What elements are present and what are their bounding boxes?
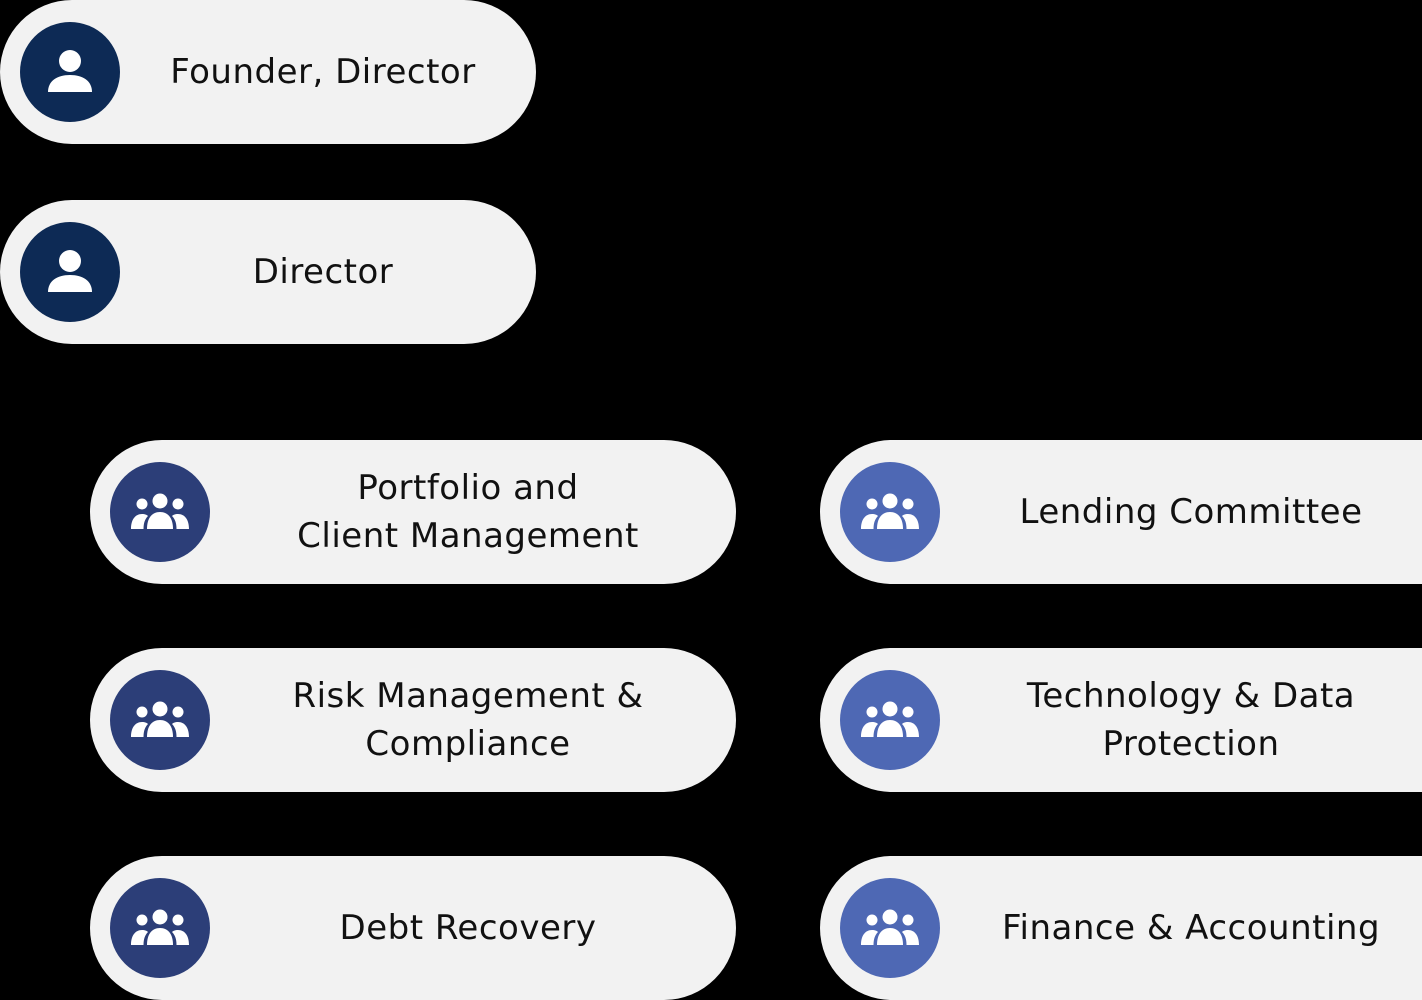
person-icon xyxy=(48,50,92,92)
person-icon-badge xyxy=(20,22,120,122)
group-icon xyxy=(131,493,189,529)
group-icon-badge xyxy=(110,878,210,978)
node-founder-director: Founder, Director xyxy=(0,0,536,144)
node-label: Finance & Accounting xyxy=(1001,908,1381,948)
node-debt-recovery: Debt Recovery xyxy=(90,856,736,1000)
group-icon xyxy=(131,909,189,945)
group-icon xyxy=(861,909,919,945)
group-icon-badge xyxy=(840,670,940,770)
node-label: Founder, Director xyxy=(170,52,476,92)
node-label: Risk Management & Compliance xyxy=(292,676,644,764)
node-director: Director xyxy=(0,200,536,344)
group-icon-badge xyxy=(840,462,940,562)
node-portfolio-client-management: Portfolio and Client Management xyxy=(90,440,736,584)
node-finance-accounting: Finance & Accounting xyxy=(820,856,1422,1000)
person-icon xyxy=(48,250,92,292)
person-icon-badge xyxy=(20,222,120,322)
node-label: Director xyxy=(252,252,394,292)
group-icon-badge xyxy=(110,462,210,562)
node-label: Technology & Data Protection xyxy=(1026,676,1356,764)
node-label: Lending Committee xyxy=(1019,492,1363,532)
node-technology-data-protection: Technology & Data Protection xyxy=(820,648,1422,792)
node-label: Debt Recovery xyxy=(339,908,597,948)
node-label: Portfolio and Client Management xyxy=(297,468,639,556)
group-icon xyxy=(861,701,919,737)
node-risk-management-compliance: Risk Management & Compliance xyxy=(90,648,736,792)
node-lending-committee: Lending Committee xyxy=(820,440,1422,584)
group-icon-badge xyxy=(110,670,210,770)
group-icon xyxy=(131,701,189,737)
group-icon xyxy=(861,493,919,529)
group-icon-badge xyxy=(840,878,940,978)
